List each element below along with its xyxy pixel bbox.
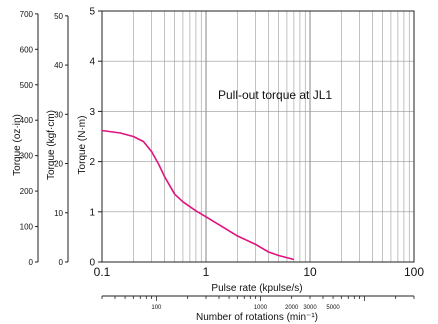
y-axis-title-nm: Torque (N·m): [77, 116, 88, 175]
secondary-y-tick-label: 500: [20, 81, 34, 90]
secondary-x-tick-label: 5000: [326, 305, 340, 311]
x-tick-label: 1: [203, 265, 210, 279]
x-axis-rotations: 100 1000 2000 3000 5000: [101, 295, 415, 311]
y-tick-label: 4: [89, 57, 95, 68]
secondary-y-tick-label: 600: [20, 45, 34, 54]
series-line-pull-out-torque: [101, 129, 295, 261]
x-axis-title: Pulse rate (kpulse/s): [211, 283, 302, 294]
y-tick-label: 2: [89, 157, 95, 168]
secondary-x-tick-label: 100: [151, 305, 162, 311]
secondary-y-tick-label: 20: [54, 160, 63, 169]
secondary-y-tick-label: 400: [20, 116, 34, 125]
secondary-y-tick-label: 700: [20, 10, 34, 19]
series-layer: [101, 129, 295, 261]
secondary-y-tick-label: 0: [29, 258, 34, 267]
x-tick-label: 100: [404, 265, 424, 279]
secondary-y-tick-label: 10: [54, 209, 63, 218]
secondary-x-tick-label: 2000: [285, 305, 299, 311]
x-tick-label: 0.1: [94, 265, 111, 279]
secondary-y-tick-label: 200: [20, 187, 34, 196]
x-tick-label: 10: [303, 265, 317, 279]
x-axis-pulse-rate: 0.1 1 10 100: [94, 265, 425, 279]
y-axis-nm: 0 1 2 3 4 5: [89, 7, 102, 269]
secondary-y-tick-label: 50: [54, 12, 63, 21]
y-tick-label: 1: [89, 207, 95, 218]
y-tick-label: 5: [89, 7, 95, 18]
y-axis-kgfcm: 0 10 20 30 40 50: [54, 12, 69, 267]
grid: [102, 11, 414, 262]
y-axis-title-kgfcm: Torque (kgf·cm): [46, 110, 57, 180]
plot-frame: [101, 10, 415, 263]
secondary-y-tick-label: 100: [20, 223, 34, 232]
secondary-x-tick-label: 1000: [254, 305, 268, 311]
y-axis-ozin: 0 100 200 300 400 500 600 700: [20, 10, 39, 267]
y-tick-label: 0: [89, 258, 95, 269]
secondary-y-tick-label: 300: [20, 152, 34, 161]
secondary-y-tick-label: 40: [54, 61, 63, 70]
secondary-y-tick-label: 30: [54, 110, 63, 119]
y-axis-title-ozin: Torque (oz·in): [12, 114, 23, 176]
x2-axis-title: Number of rotations (min⁻¹): [196, 312, 318, 323]
secondary-x-tick-label: 3000: [303, 305, 317, 311]
annotation-label: Pull-out torque at JL1: [218, 88, 332, 102]
y-tick-label: 3: [89, 107, 95, 118]
secondary-y-tick-label: 0: [59, 258, 64, 267]
